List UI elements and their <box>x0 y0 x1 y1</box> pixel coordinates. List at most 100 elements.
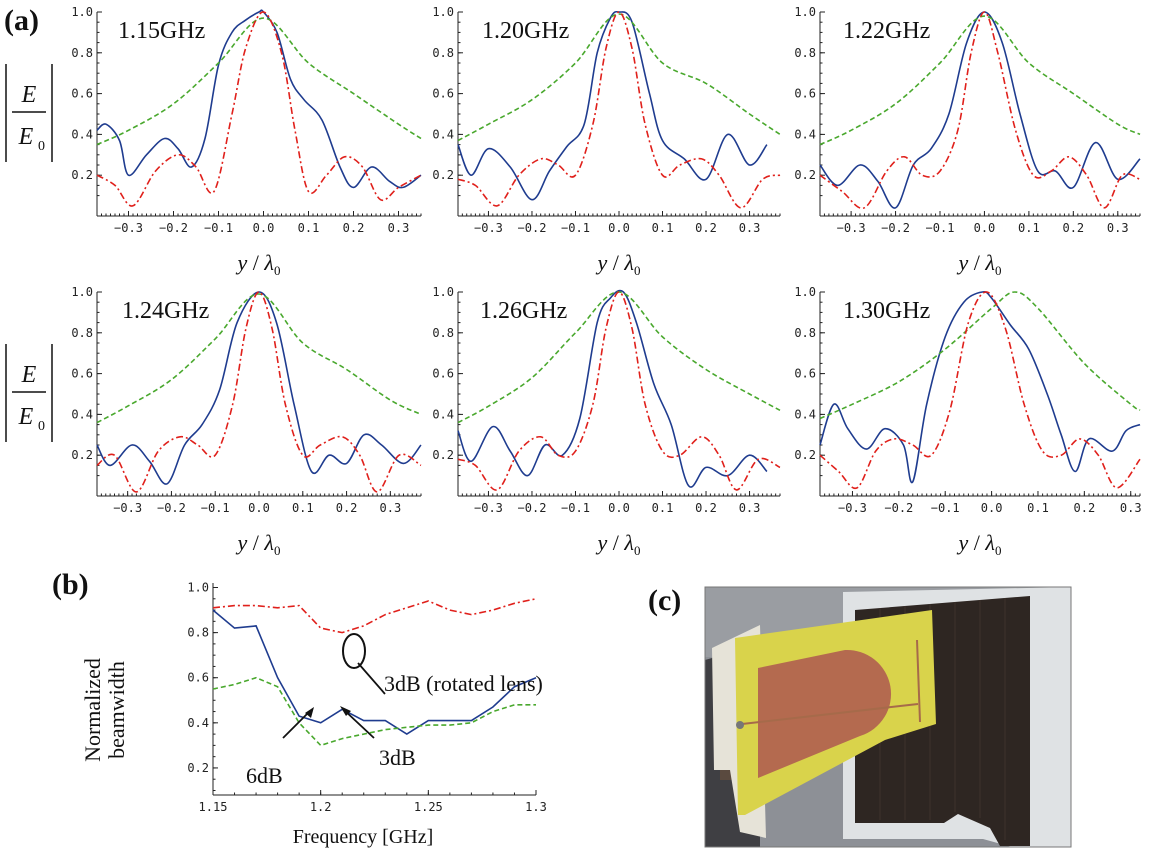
y-tick-label: 0.8 <box>794 46 816 60</box>
chart-4: −0.3 −0.2 −0.1 0.0 0.1 0.2 0.3 0.2 0.4 0.6 0.8 1.0 1… <box>71 285 422 558</box>
x-tick-label: −0.2 <box>518 501 547 515</box>
x-tick-label: 0.0 <box>974 221 996 235</box>
chart-title: 1.30GHz <box>843 298 930 324</box>
x-tick-label: 0.2 <box>695 221 717 235</box>
annotation-leader-rotated <box>357 662 386 695</box>
series-red-dashdot <box>212 598 537 634</box>
chart-2: −0.3 −0.2 −0.1 0.0 0.1 0.2 0.3 0.2 0.4 0.6 0.8 1.0 1… <box>432 5 781 278</box>
x-tick-label: 0.3 <box>739 221 761 235</box>
series-red-dashdot <box>819 11 1141 210</box>
x-tick-label: −0.1 <box>204 221 233 235</box>
y-tick-label: 0.6 <box>794 87 816 101</box>
x-tick-label: 0.3 <box>380 501 402 515</box>
y-tick-label: 0.4 <box>794 407 816 421</box>
photo-panel-c <box>704 586 1072 848</box>
x-tick-label: 0.0 <box>248 501 270 515</box>
x-tick-label: −0.2 <box>884 501 913 515</box>
annotation-3db-rotated: 3dB (rotated lens) <box>384 671 543 696</box>
chart-title: 1.20GHz <box>482 18 569 44</box>
series-green-dashed <box>819 15 1141 146</box>
panel-label-b: (b) <box>52 568 89 601</box>
x-tick-label: 0.3 <box>739 501 761 515</box>
chart-title: 1.15GHz <box>118 18 205 44</box>
y-tick-label: 0.4 <box>432 127 454 141</box>
b-xlabel: Frequency [GHz] <box>293 826 434 848</box>
b-ylabel-line1: Normalized <box>80 658 105 762</box>
x-tick-label: −0.2 <box>159 221 188 235</box>
chart-title: 1.24GHz <box>122 298 209 324</box>
x-tick-label: −0.3 <box>114 221 143 235</box>
y-axis-label-row1: E E 0 <box>5 64 53 162</box>
b-ylabel: Normalized beamwidth <box>80 658 129 762</box>
x-tick-label: 0.0 <box>608 501 630 515</box>
arrow-3db-head <box>340 706 351 716</box>
chart-1: −0.3 −0.2 −0.1 0.0 0.1 0.2 0.3 0.2 0.4 0.6 0.8 1.0 1… <box>71 5 422 278</box>
y-tick-label: 0.2 <box>71 448 93 462</box>
y-tick-label: 0.8 <box>432 326 454 340</box>
x-tick-label: 0.2 <box>1062 221 1084 235</box>
y-tick-label: 0.6 <box>432 87 454 101</box>
series-red-dashdot <box>457 11 781 209</box>
y-tick-label: 0.4 <box>187 716 209 730</box>
x-tick-label: 0.2 <box>1074 501 1096 515</box>
y-label-denominator: E <box>18 124 34 150</box>
y-tick-label: 1.0 <box>71 5 93 19</box>
x-axis-title: y / λ0 <box>236 250 281 278</box>
chart-6: −0.3 −0.2 −0.1 0.0 0.1 0.2 0.3 0.2 0.4 0.6 0.8 1.0 1… <box>794 285 1141 558</box>
x-tick-label: −0.3 <box>474 501 503 515</box>
series-green-dashed <box>96 293 422 424</box>
x-tick-label: −0.3 <box>474 221 503 235</box>
y-label-denominator-sub: 0 <box>38 419 45 434</box>
y-tick-label: 0.8 <box>71 46 93 60</box>
x-tick-label: −0.2 <box>518 221 547 235</box>
series-blue-solid <box>212 609 537 736</box>
x-tick-label: 0.2 <box>343 221 365 235</box>
y-tick-label: 0.6 <box>794 367 816 381</box>
y-tick-label: 0.4 <box>71 407 93 421</box>
y-tick-label: 0.8 <box>71 326 93 340</box>
chart-title: 1.26GHz <box>480 298 567 324</box>
x-tick-label: 0.1 <box>652 221 674 235</box>
series-green-dashed <box>96 17 422 146</box>
y-tick-label: 0.4 <box>432 407 454 421</box>
x-axis-title: y / λ0 <box>236 530 281 558</box>
panel-label-a: (a) <box>4 4 39 37</box>
x-tick-label: 0.1 <box>1027 501 1049 515</box>
series-red-dashdot <box>96 291 422 493</box>
x-tick-label: −0.3 <box>838 501 867 515</box>
series-green-dashed <box>212 676 536 747</box>
y-tick-label: 0.6 <box>71 87 93 101</box>
y-tick-label: 0.6 <box>432 367 454 381</box>
chart-title: 1.22GHz <box>843 18 930 44</box>
series-red-dashdot <box>96 11 422 207</box>
x-tick-label: 0.2 <box>695 501 717 515</box>
x-axis-title: y / λ0 <box>596 530 641 558</box>
y-tick-label: 0.2 <box>187 761 209 775</box>
series-blue-solid <box>96 9 422 189</box>
y-tick-label: 0.6 <box>187 671 209 685</box>
x-tick-label: −0.1 <box>201 501 230 515</box>
x-tick-label: 0.0 <box>253 221 275 235</box>
series-red-dashdot <box>819 291 1141 490</box>
x-tick-label: 0.3 <box>388 221 410 235</box>
panel-label-c: (c) <box>648 584 681 617</box>
y-tick-label: 1.0 <box>794 285 816 299</box>
x-tick-label: 1.3 <box>525 800 547 814</box>
chart-7: 1.15 1.2 1.25 1.3 0.2 0.4 0.6 0.8 1.0 <box>187 581 547 814</box>
x-tick-label: 0.1 <box>292 501 314 515</box>
series-green-dashed <box>819 291 1141 420</box>
x-tick-label: −0.2 <box>157 501 186 515</box>
y-label-denominator-sub: 0 <box>38 139 45 154</box>
x-tick-label: 0.1 <box>1018 221 1040 235</box>
y-tick-label: 1.0 <box>432 5 454 19</box>
series-blue-solid <box>457 289 768 488</box>
annotations-b: 3dB (rotated lens) 3dB 6dB <box>246 633 543 788</box>
y-tick-label: 0.2 <box>432 448 454 462</box>
y-axis-label-row2: E E 0 <box>5 344 53 442</box>
series-blue-solid <box>96 291 422 485</box>
series-blue-solid <box>457 10 768 201</box>
charts-layer: −0.3 −0.2 −0.1 0.0 0.1 0.2 0.3 0.2 0.4 0.6 0.8 1.0 1… <box>71 5 1141 814</box>
y-tick-label: 1.0 <box>432 285 454 299</box>
series-green-dashed <box>457 13 781 142</box>
x-tick-label: 0.3 <box>1120 501 1142 515</box>
